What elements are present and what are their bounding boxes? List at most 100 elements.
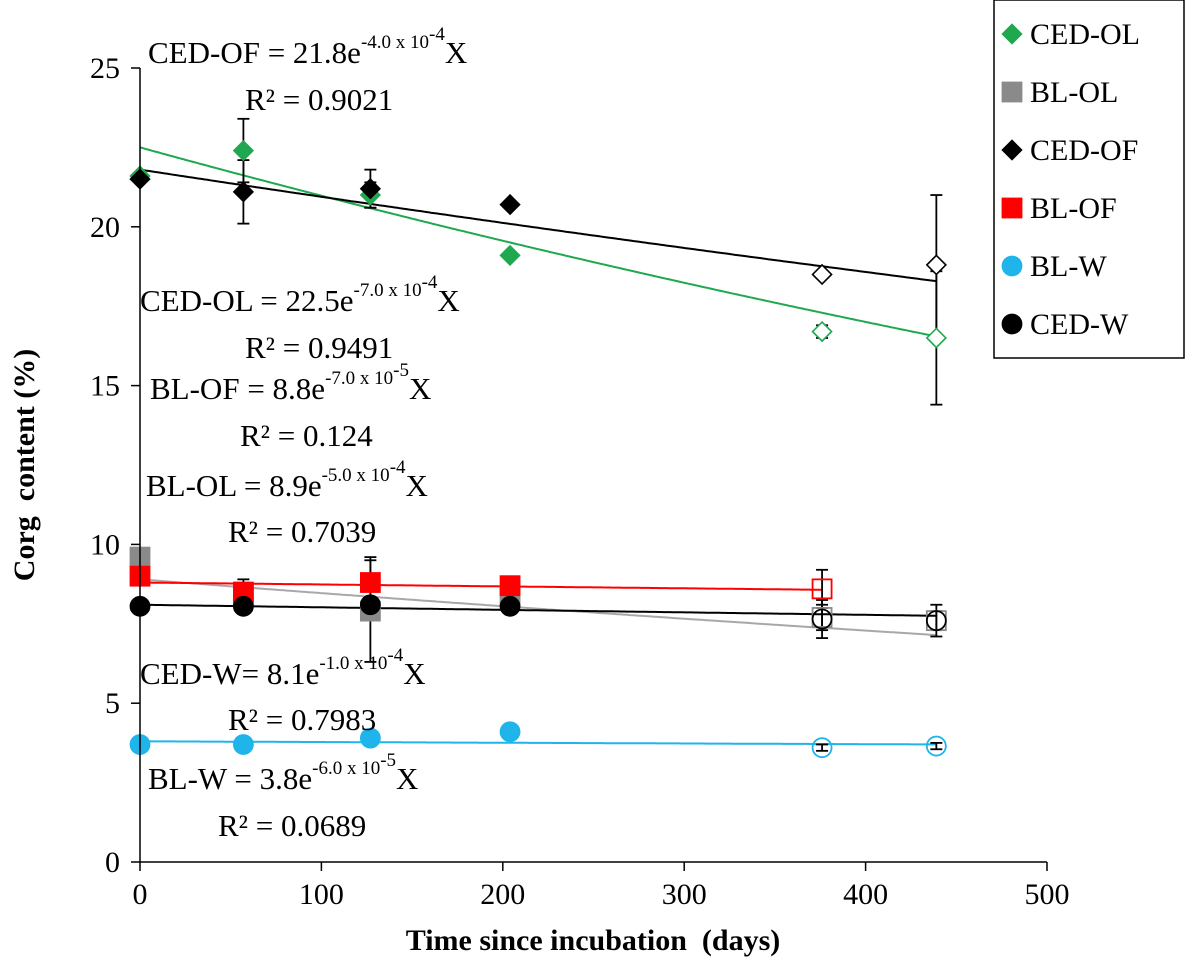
x-tick-label: 200 (480, 878, 525, 911)
x-tick-label: 300 (662, 878, 707, 911)
eq-ced-w-r2: R² = 0.7983 (228, 702, 376, 737)
legend-label: CED-W (1030, 308, 1129, 341)
x-axis-title: Time since incubation (days) (406, 924, 781, 957)
marker-ced-of (925, 254, 947, 276)
tick-labels: 0 100 200 300 400 500 0 5 10 15 20 25 (90, 52, 1070, 911)
marker-bl-of (499, 575, 521, 597)
legend-item-bl-of: BL-OF (1001, 192, 1117, 225)
y-axis-title: Corg content (%) (8, 349, 41, 581)
marker-bl-w (499, 721, 521, 743)
eq-bl-ol-exp: -5.0 x 10 (322, 465, 390, 486)
legend-marker-ced-of (1001, 139, 1023, 161)
eq-bl-w: BL-W = 3.8e-6.0 x 10-5X (148, 750, 418, 796)
trendline-bl-w (140, 740, 937, 746)
marker-ced-w (359, 594, 381, 616)
eq-bl-ol: BL-OL = 8.9e-5.0 x 10-4X (146, 457, 428, 503)
eq-ced-w-var: X (403, 656, 425, 691)
legend-item-bl-w: BL-W (1001, 250, 1107, 283)
legend-label: BL-OF (1030, 192, 1117, 225)
x-tick-label: 0 (133, 878, 148, 911)
eq-bl-ol-lhs: BL-OL = 8.9e (146, 468, 322, 503)
y-tick-label: 25 (90, 52, 120, 85)
eq-ced-of-lhs: CED-OF = 21.8e (148, 35, 361, 70)
tick-marks (131, 67, 1048, 871)
eq-bl-w-exp-power: -5 (380, 750, 396, 771)
y-tick-label: 0 (105, 846, 120, 879)
legend-item-ced-of: CED-OF (1001, 134, 1138, 167)
marker-ced-ol (811, 320, 833, 343)
eq-ced-ol-var: X (437, 283, 459, 318)
marker-ced-ol (232, 139, 255, 162)
eq-bl-of-exp: -7.0 x 10 (325, 368, 393, 389)
marker-bl-of (811, 578, 833, 600)
legend-marker-ced-ol (1001, 23, 1023, 45)
marker-ced-ol (499, 244, 521, 267)
eq-ced-of-r2: R² = 0.9021 (245, 82, 393, 117)
legend-marker-ced-w (1001, 313, 1023, 335)
marker-ced-of (811, 263, 833, 286)
eq-ced-w-exp-power: -4 (387, 645, 403, 666)
eq-ced-of-var: X (445, 35, 467, 70)
marker-ced-ol (925, 327, 947, 349)
eq-ced-ol-exp: -7.0 x 10 (354, 280, 422, 301)
legend-label: BL-OL (1030, 76, 1118, 109)
trendline-ced-w (139, 603, 937, 617)
marker-ced-w (811, 608, 833, 630)
y-tick-label: 20 (90, 211, 120, 244)
trendline-ced-ol (139, 146, 937, 338)
x-tick-label: 400 (843, 878, 888, 911)
legend-marker-bl-of (1001, 197, 1023, 219)
marker-bl-of (359, 572, 381, 593)
marker-bl-w (811, 737, 833, 759)
legend-item-ced-ol: CED-OL (1001, 18, 1140, 51)
eq-ced-of-exp: -4.0 x 10 (361, 32, 429, 53)
eq-bl-of-r2: R² = 0.124 (240, 418, 373, 453)
marker-ced-w (499, 595, 521, 617)
marker-ced-of (359, 178, 382, 200)
legend-box (993, 0, 1185, 359)
y-tick-label: 10 (90, 528, 120, 561)
marker-bl-w (359, 727, 381, 749)
marker-ced-w (925, 610, 947, 632)
marker-bl-w (232, 734, 254, 755)
eq-bl-ol-var: X (406, 468, 428, 503)
legend: CED-OL BL-OL CED-OF BL-OF BL-W CED-W (993, 0, 1185, 359)
legend-label: CED-OL (1030, 18, 1140, 51)
eq-ced-w-lhs: CED-W= 8.1e (140, 656, 319, 691)
axes (139, 68, 1047, 863)
eq-ced-w: CED-W= 8.1e-1.0 x 10-4X (140, 645, 426, 691)
legend-marker-bl-ol (1001, 81, 1023, 103)
eq-ced-of: CED-OF = 21.8e-4.0 x 10-4X (148, 24, 467, 70)
marker-ced-of (499, 193, 521, 216)
x-tick-label: 100 (299, 878, 344, 911)
y-tick-label: 5 (105, 687, 120, 720)
marker-ced-of (232, 181, 255, 203)
eq-ced-ol-r2: R² = 0.9491 (245, 330, 393, 365)
eq-ced-ol-lhs: CED-OL = 22.5e (140, 283, 354, 318)
trendline-ced-of (139, 168, 937, 283)
eq-bl-of: BL-OF = 8.8e-7.0 x 10-5X (150, 360, 431, 406)
eq-bl-w-var: X (396, 761, 418, 796)
y-tick-label: 15 (90, 370, 120, 403)
eq-ced-of-exp-power: -4 (429, 24, 445, 45)
legend-item-bl-ol: BL-OL (1001, 76, 1118, 109)
eq-bl-w-exp: -6.0 x 10 (312, 758, 380, 779)
eq-ced-ol-exp-power: -4 (422, 272, 438, 293)
marker-ced-w (232, 595, 254, 617)
eq-bl-ol-exp-power: -4 (390, 457, 406, 478)
eq-bl-of-exp-power: -5 (393, 360, 409, 381)
trendline-bl-ol (139, 578, 937, 636)
eq-bl-ol-r2: R² = 0.7039 (228, 514, 376, 549)
eq-ced-ol: CED-OL = 22.5e-7.0 x 10-4X (140, 272, 460, 318)
eq-bl-of-var: X (409, 371, 431, 406)
legend-label: BL-W (1030, 250, 1107, 283)
eq-ced-w-exp: -1.0 x 10 (319, 653, 387, 674)
legend-item-ced-w: CED-W (1001, 308, 1129, 341)
eq-bl-w-r2: R² = 0.0689 (218, 808, 366, 843)
legend-label: CED-OF (1030, 134, 1138, 167)
eq-bl-w-lhs: BL-W = 3.8e (148, 761, 312, 796)
x-tick-label: 500 (1025, 878, 1070, 911)
marker-bl-w (925, 735, 947, 757)
